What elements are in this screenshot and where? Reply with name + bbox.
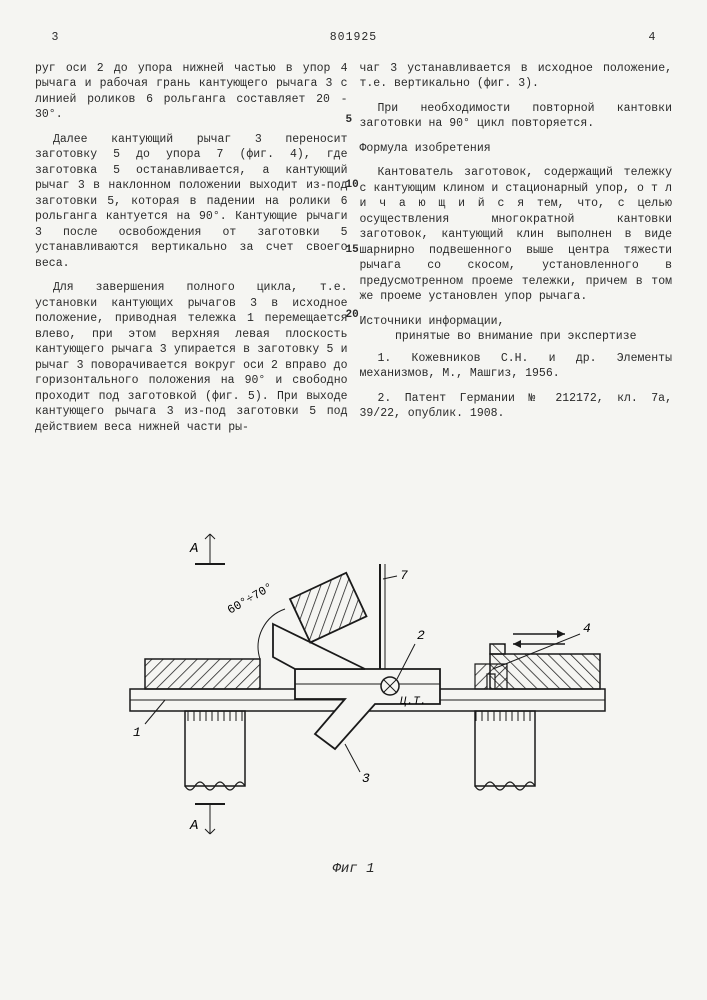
callout-2: 2 — [417, 628, 425, 643]
figure-label: Фиг 1 — [332, 860, 374, 879]
right-p3: Кантователь заготовок, содержащий тележк… — [360, 165, 673, 305]
ref-1: 1. Кожевников С.Н. и др. Элементы механи… — [360, 351, 673, 382]
callout-3: 3 — [362, 771, 370, 786]
text-columns: руг оси 2 до упора нижней частью в упор … — [35, 61, 672, 445]
document-number: 801925 — [75, 30, 632, 46]
page-number-right: 4 — [632, 30, 672, 46]
section-a-top: A — [189, 541, 198, 557]
right-p1: чаг 3 устанавливается в исходное положен… — [360, 61, 673, 92]
left-p1: руг оси 2 до упора нижней частью в упор … — [35, 61, 348, 123]
line-mark-20: 20 — [346, 308, 359, 323]
line-mark-15: 15 — [346, 243, 359, 258]
angle-text: 60°÷70° — [225, 581, 276, 618]
sources-title: Источники информации, — [360, 314, 673, 330]
cg-label: Ц.Т. — [400, 696, 426, 708]
line-mark-5: 5 — [346, 113, 353, 128]
callout-7: 7 — [400, 568, 408, 583]
left-p2: Далее кантующий рычаг 3 переносит загото… — [35, 132, 348, 272]
header-row: 3 801925 4 — [35, 30, 672, 46]
line-mark-10: 10 — [346, 178, 359, 193]
section-a-bottom: A — [189, 818, 198, 834]
callout-1: 1 — [133, 725, 141, 740]
formula-title: Формула изобретения — [360, 141, 673, 157]
left-p3: Для завершения полного цикла, т.е. устан… — [35, 280, 348, 435]
page-number-left: 3 — [35, 30, 75, 46]
lever-3 — [273, 624, 440, 749]
right-p2: При необходимости повторной кантовки заг… — [360, 101, 673, 132]
left-column: руг оси 2 до упора нижней частью в упор … — [35, 61, 348, 445]
callout-4: 4 — [583, 621, 591, 636]
right-column: 5 10 15 20 чаг 3 устанавливается в исход… — [360, 61, 673, 445]
ref-2: 2. Патент Германии № 212172, кл. 7а, 39/… — [360, 391, 673, 422]
figure-1: A — [35, 504, 672, 884]
sources-subtitle: принятые во внимание при экспертизе — [360, 329, 673, 345]
figure-svg: A — [35, 504, 672, 864]
